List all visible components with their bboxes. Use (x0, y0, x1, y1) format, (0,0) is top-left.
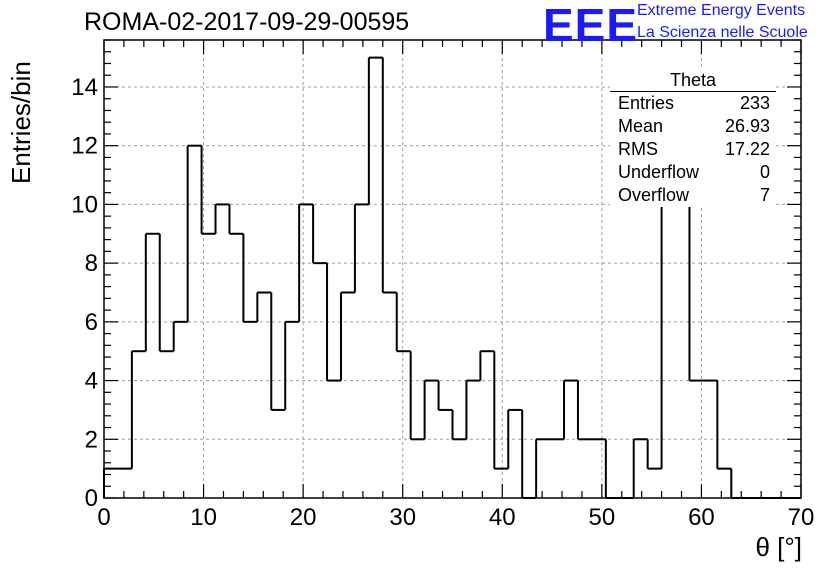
x-tick-label: 20 (290, 504, 317, 531)
run-title: ROMA-02-2017-09-29-00595 (84, 8, 410, 36)
y-tick-label: 0 (85, 485, 98, 512)
stats-row-mean: Mean 26.93 (610, 115, 776, 138)
plot-border (103, 39, 802, 499)
stats-label: Underflow (618, 162, 700, 182)
stats-row-rms: RMS 17.22 (610, 138, 776, 161)
y-tick-label: 10 (71, 191, 98, 218)
x-tick-label: 40 (489, 504, 516, 531)
stats-value: 233 (739, 93, 770, 113)
grid (104, 40, 801, 498)
histogram-series (103, 56, 801, 499)
stats-row-entries: Entries 233 (610, 92, 776, 115)
stats-value: 7 (759, 185, 770, 205)
y-tick-label: 4 (85, 368, 98, 395)
stats-value: 0 (759, 162, 770, 182)
stats-row-underflow: Underflow 0 (610, 161, 776, 184)
x-tick-label: 60 (688, 504, 715, 531)
y-tick-label: 2 (85, 426, 98, 453)
y-tick-label: 6 (85, 309, 98, 336)
x-tick-label: 0 (97, 504, 110, 531)
stats-value: 26.93 (724, 116, 770, 136)
plot-frame (103, 39, 802, 499)
stats-value: 17.22 (724, 139, 770, 159)
project-name-line1: Extreme Energy Events (637, 2, 806, 19)
x-tick-label: 30 (389, 504, 416, 531)
stats-label: Mean (618, 116, 664, 136)
stats-label: Entries (618, 93, 675, 113)
y-tick-label: 14 (71, 74, 98, 101)
stats-title: Theta (610, 70, 776, 92)
stats-box: Theta Entries 233 Mean 26.93 RMS 17.22 U… (610, 70, 776, 207)
y-axis-label: Entries/bin (6, 61, 36, 184)
x-tick-label: 50 (589, 504, 616, 531)
x-axis-label: θ [°] (755, 532, 802, 562)
x-tick-label: 10 (190, 504, 217, 531)
stats-label: Overflow (618, 185, 690, 205)
y-tick-label: 8 (85, 250, 98, 277)
x-axis: 0 10 20 30 40 50 60 70 (97, 40, 814, 531)
stats-label: RMS (618, 139, 658, 159)
eee-logo: EEE (543, 0, 639, 51)
y-axis: 0 2 4 6 8 10 12 14 (71, 39, 801, 512)
x-tick-label: 70 (788, 504, 815, 531)
project-name-line2: La Scienza nelle Scuole (637, 24, 808, 41)
y-tick-label: 12 (71, 133, 98, 160)
stats-row-overflow: Overflow 7 (610, 184, 776, 207)
